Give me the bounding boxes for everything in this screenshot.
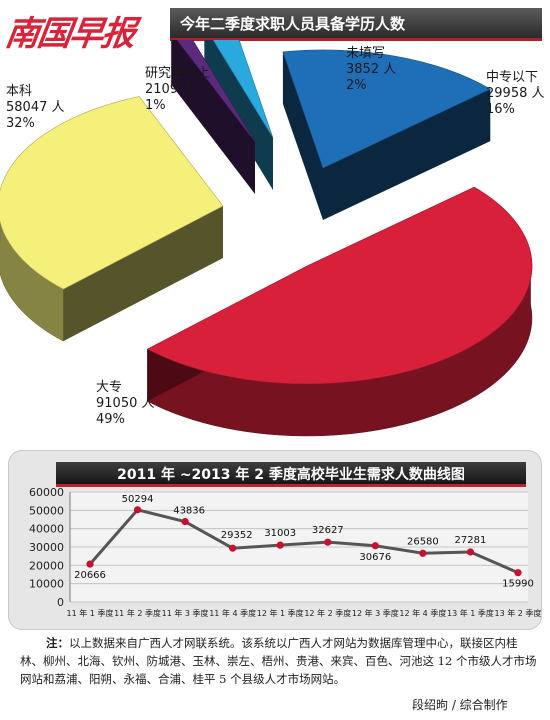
- pie-slice: [0, 96, 224, 342]
- data-point: [324, 538, 332, 546]
- x-tick-label: 12 年 3 季度: [352, 608, 399, 618]
- y-tick-label: 20000: [29, 559, 64, 572]
- data-point: [133, 506, 142, 514]
- footnote-lead: 注：: [46, 636, 69, 650]
- data-point: [276, 541, 284, 549]
- data-point: [181, 518, 189, 526]
- line-title-bar: 2011 年 ~2013 年 2 季度高校毕业生需求人数曲线图: [56, 462, 526, 487]
- data-label: 27281: [455, 535, 487, 546]
- data-point: [86, 560, 94, 568]
- pie-chart: [0, 40, 533, 437]
- x-tick-label: 13 年 2 季度: [495, 608, 542, 618]
- data-point: [229, 544, 237, 552]
- y-tick-label: 30000: [29, 541, 64, 554]
- pie-label-college: 大专 91050 人 49%: [96, 380, 155, 428]
- data-label: 50294: [122, 494, 154, 505]
- data-label: 20666: [74, 570, 106, 581]
- x-tick-label: 11 年 3 季度: [162, 608, 209, 618]
- pie-label-value: 3852 人: [346, 62, 397, 77]
- pie-slice: [171, 40, 256, 194]
- x-tick-label: 12 年 4 季度: [399, 608, 446, 618]
- pie-slice: [282, 49, 491, 221]
- data-label: 15990: [502, 579, 534, 590]
- data-label: 43836: [173, 506, 205, 517]
- pie-title-bar: 今年二季度求职人员具备学历人数: [170, 8, 542, 41]
- pie-label-name: 本科: [6, 84, 33, 99]
- y-tick-label: 60000: [29, 486, 64, 499]
- pie-label-name: 中专以下: [486, 70, 539, 85]
- pie-label-percent: 32%: [6, 116, 35, 131]
- pie-label-percent: 49%: [96, 412, 125, 427]
- data-point: [514, 569, 522, 577]
- series-line: [88, 508, 519, 575]
- pie-label-value: 91050 人: [96, 396, 155, 411]
- x-tick-label: 12 年 2 季度: [304, 608, 351, 618]
- data-point: [371, 542, 379, 550]
- pie-label-value: 2109 人: [145, 82, 196, 97]
- y-tick-label: 40000: [29, 523, 64, 536]
- credit-line: 段绍昫 / 综合制作: [412, 698, 508, 712]
- data-point: [419, 549, 427, 557]
- data-label: 31003: [264, 528, 296, 539]
- footnote-text: 以上数据来自广西人才网联系统。该系统以广西人才网站为数据库管理中心，联接区内桂林…: [20, 636, 537, 686]
- x-tick-label: 11 年 1 季度: [67, 608, 114, 618]
- pie-label-below-secondary: 中专以下 29958 人 16%: [486, 70, 545, 118]
- data-point: [466, 548, 475, 556]
- x-tick-label: 11 年 2 季度: [114, 608, 161, 618]
- pie-label-percent: 16%: [486, 102, 515, 117]
- pie-label-name: 未填写: [346, 46, 386, 61]
- y-tick-label: 0: [57, 596, 64, 609]
- pie-label-postgrad: 研究生以上 2109 人 1%: [145, 66, 210, 114]
- y-tick-label: 50000: [29, 504, 64, 517]
- pie-label-name: 大专: [96, 380, 123, 395]
- pie-label-unfilled: 未填写 3852 人 2%: [346, 46, 396, 94]
- pie-slice: [146, 186, 533, 437]
- line-chart-title: 2011 年 ~2013 年 2 季度高校毕业生需求人数曲线图: [117, 467, 465, 483]
- pie-label-value: 58047 人: [6, 100, 65, 115]
- pie-label-name: 研究生以上: [145, 66, 211, 81]
- x-tick-label: 13 年 1 季度: [447, 608, 494, 618]
- pie-chart-title: 今年二季度求职人员具备学历人数: [180, 15, 406, 33]
- data-label: 26580: [407, 536, 439, 547]
- data-label: 30676: [359, 552, 391, 563]
- x-tick-label: 12 年 1 季度: [257, 608, 304, 618]
- footnote: 注：以上数据来自广西人才网联系统。该系统以广西人才网站为数据库管理中心，联接区内…: [20, 634, 540, 688]
- y-tick-label: 10000: [29, 578, 64, 591]
- pie-label-percent: 1%: [145, 98, 166, 113]
- pie-label-percent: 2%: [346, 78, 367, 93]
- x-tick-label: 11 年 4 季度: [209, 608, 256, 618]
- data-label: 32627: [312, 525, 344, 536]
- pie-label-bachelor: 本科 58047 人 32%: [6, 84, 65, 132]
- pie-label-value: 29958 人: [486, 86, 545, 101]
- line-chart: 0 10000 20000 30000 40000 50000 60000 11 年 1 季度…: [29, 486, 542, 618]
- data-label: 29352: [221, 530, 253, 541]
